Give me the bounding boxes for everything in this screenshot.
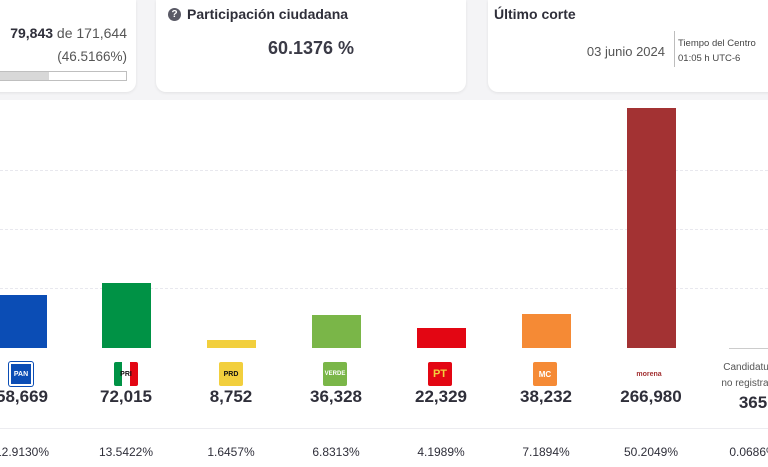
bar-pt xyxy=(416,327,466,348)
vote-percent: 4.1989% xyxy=(417,445,465,459)
ultimo-corte-separator xyxy=(674,31,675,67)
actas-percent: (46.5166%) xyxy=(57,49,127,64)
ultimo-corte-date: 03 junio 2024 xyxy=(586,44,665,59)
vote-count: 36,328 xyxy=(310,387,362,406)
grid-line xyxy=(0,170,768,171)
ultimo-corte-card: Último corte 03 junio 2024 Tiempo del Ce… xyxy=(488,0,768,92)
bar-pan xyxy=(0,295,47,348)
row-divider xyxy=(0,428,768,429)
pt-logo-text: PT xyxy=(432,368,448,380)
timezone-label: Tiempo del Centro xyxy=(678,38,756,49)
timezone-time: 01:05 h UTC-6 xyxy=(678,53,741,64)
mc-logo-icon: MC xyxy=(533,362,557,386)
vote-count: 8,752 xyxy=(209,387,253,406)
vote-count: 266,980 xyxy=(620,387,682,406)
pt-logo-icon: PT xyxy=(428,362,452,386)
participacion-title: Participación ciudadana xyxy=(187,6,349,22)
nonreg-line2: no registradas xyxy=(721,378,768,389)
mc-logo-text: MC xyxy=(538,369,552,379)
pan-logo-icon: PAN xyxy=(9,362,33,386)
prd-logo-text: PRD xyxy=(223,370,239,378)
participacion-value: 60.1376 % xyxy=(267,38,355,58)
vote-percent: 1.6457% xyxy=(207,445,255,459)
actas-connector: de xyxy=(56,25,73,41)
prd-logo-icon: PRD xyxy=(219,362,243,386)
vote-percent: 7.1894% xyxy=(522,445,570,459)
bar-prd xyxy=(206,340,256,348)
morena-logo-icon: morena xyxy=(633,362,665,386)
vote-percent: 12.9130% xyxy=(0,445,50,459)
pan-logo-text: PAN xyxy=(13,370,29,378)
vote-count: 58,669 xyxy=(0,387,48,406)
actas-total: 171,644 xyxy=(76,25,127,41)
verde-logo-text: VERDE xyxy=(324,371,346,377)
grid-line xyxy=(0,229,768,230)
bar-verde xyxy=(311,315,361,348)
ultimo-corte-title: Último corte xyxy=(494,6,576,22)
participacion-card: ? Participación ciudadana 60.1376 % xyxy=(156,0,466,92)
participacion-header: ? Participación ciudadana xyxy=(168,6,348,22)
vote-percent: 13.5422% xyxy=(98,445,154,459)
morena-logo-text: morena xyxy=(636,370,662,378)
vote-count: 38,232 xyxy=(520,387,572,406)
bar-morena xyxy=(626,108,676,348)
vote-percent: 6.8313% xyxy=(312,445,360,459)
bar-pri xyxy=(101,283,151,348)
bar-mc xyxy=(521,313,571,348)
vote-count: 72,015 xyxy=(100,387,152,406)
verde-logo-icon: VERDE xyxy=(323,362,347,386)
pri-logo-icon: PRI xyxy=(114,362,138,386)
pri-logo-text: PRI xyxy=(120,370,132,378)
actas-count-value: 79,843 xyxy=(10,25,54,41)
candidaturas-no-registradas-label: Candidaturas no registradas xyxy=(718,360,768,392)
actas-count: 79,843 de 171,644 xyxy=(10,25,127,41)
vote-percent: 0.0686% xyxy=(729,445,768,459)
actas-card: 79,843 de 171,644 (46.5166%) xyxy=(0,0,136,92)
nonreg-line1: Candidaturas xyxy=(723,362,768,373)
vote-count: 22,329 xyxy=(415,387,467,406)
vote-percent: 50.2049% xyxy=(623,445,679,459)
vote-count: 365 xyxy=(738,393,768,412)
help-circle-icon[interactable]: ? xyxy=(168,7,181,21)
actas-progress-fill xyxy=(0,72,49,80)
grid-line xyxy=(0,288,768,289)
actas-progress-bar xyxy=(0,71,127,81)
